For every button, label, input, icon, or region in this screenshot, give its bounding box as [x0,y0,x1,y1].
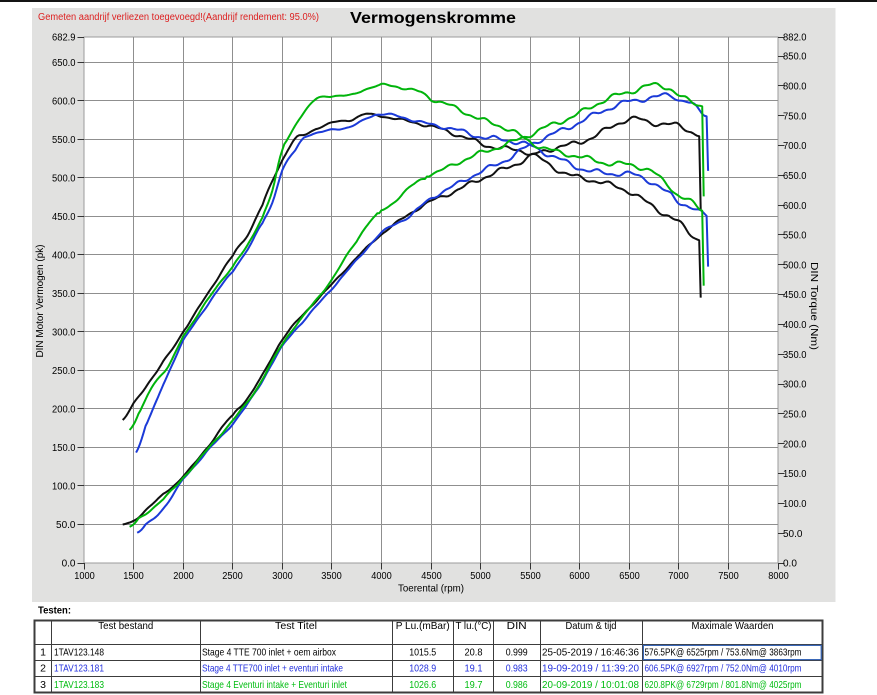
svg-text:2: 2 [40,663,46,675]
svg-text:682.9: 682.9 [52,33,76,44]
svg-text:5500: 5500 [520,571,541,582]
svg-text:Test bestand: Test bestand [98,620,153,632]
svg-text:6500: 6500 [619,571,640,582]
svg-text:150.0: 150.0 [52,443,76,454]
svg-text:Toerental (rpm): Toerental (rpm) [398,583,464,595]
svg-text:400.0: 400.0 [783,320,807,331]
svg-text:100.0: 100.0 [52,482,76,493]
svg-text:1015.5: 1015.5 [409,646,436,658]
svg-text:0.986: 0.986 [506,679,528,691]
svg-text:450.0: 450.0 [783,290,807,301]
svg-text:0.999: 0.999 [506,646,528,658]
svg-text:3000: 3000 [272,571,293,582]
svg-text:1TAV123.148: 1TAV123.148 [54,646,104,658]
svg-text:DIN Motor Vermogen (pk): DIN Motor Vermogen (pk) [34,245,46,358]
svg-text:1TAV123.181: 1TAV123.181 [54,663,104,675]
svg-text:0.0: 0.0 [783,559,797,570]
svg-text:100.0: 100.0 [783,499,807,510]
svg-text:620.8PK@ 6729rpm / 801.8Nm@ 40: 620.8PK@ 6729rpm / 801.8Nm@ 4025rpm [645,679,802,691]
svg-text:200.0: 200.0 [52,405,76,416]
svg-text:5000: 5000 [470,571,491,582]
svg-text:0.983: 0.983 [506,663,528,675]
svg-text:Testen:: Testen: [38,606,71,617]
svg-text:19.1: 19.1 [465,663,483,675]
svg-text:19-09-2019 / 11:39:20: 19-09-2019 / 11:39:20 [542,663,639,675]
svg-text:Stage 4 Eventuri intake + Even: Stage 4 Eventuri intake + Eventuri inlet [202,679,347,691]
svg-text:50.0: 50.0 [56,520,76,531]
svg-text:1: 1 [40,646,46,658]
svg-text:500.0: 500.0 [783,260,807,271]
svg-text:650.0: 650.0 [783,171,807,182]
svg-text:300.0: 300.0 [783,380,807,391]
svg-text:200.0: 200.0 [783,439,807,450]
svg-text:2000: 2000 [173,571,194,582]
svg-text:25-05-2019 / 16:46:36: 25-05-2019 / 16:46:36 [542,646,639,658]
svg-text:650.0: 650.0 [52,58,76,69]
svg-text:600.0: 600.0 [783,201,807,212]
svg-text:Datum & tijd: Datum & tijd [566,620,617,632]
svg-text:882.0: 882.0 [783,33,807,44]
svg-text:350.0: 350.0 [52,289,76,300]
svg-text:4000: 4000 [371,571,392,582]
svg-text:576.5PK@ 6525rpm / 753.6Nm@ 38: 576.5PK@ 6525rpm / 753.6Nm@ 3863rpm [645,646,802,658]
svg-text:700.0: 700.0 [783,141,807,152]
svg-text:550.0: 550.0 [783,231,807,242]
svg-text:1026.6: 1026.6 [409,679,436,691]
svg-text:19.7: 19.7 [465,679,483,691]
svg-text:2500: 2500 [222,571,243,582]
svg-text:6000: 6000 [569,571,590,582]
svg-text:0.0: 0.0 [62,559,76,570]
svg-text:7500: 7500 [718,571,739,582]
svg-text:4500: 4500 [421,571,442,582]
svg-text:Test Titel: Test Titel [275,620,317,632]
svg-text:DIN: DIN [507,620,527,632]
svg-text:P Lu.(mBar): P Lu.(mBar) [396,620,450,632]
svg-text:350.0: 350.0 [783,350,807,361]
svg-text:8000: 8000 [768,571,789,582]
svg-text:450.0: 450.0 [52,212,76,223]
svg-text:300.0: 300.0 [52,328,76,339]
svg-text:1500: 1500 [123,571,144,582]
svg-text:Vermogenskromme: Vermogenskromme [350,10,516,27]
svg-text:1000: 1000 [74,571,95,582]
svg-text:7000: 7000 [668,571,689,582]
svg-text:T lu.(°C): T lu.(°C) [456,620,492,632]
svg-text:250.0: 250.0 [783,410,807,421]
svg-text:250.0: 250.0 [52,366,76,377]
svg-text:400.0: 400.0 [52,251,76,262]
svg-text:DIN Torque (Nm): DIN Torque (Nm) [808,262,820,350]
svg-text:50.0: 50.0 [783,529,803,540]
svg-text:500.0: 500.0 [52,173,76,184]
svg-text:550.0: 550.0 [52,135,76,146]
svg-text:850.0: 850.0 [783,52,807,63]
svg-text:Stage 4 TTE 700 inlet + oem a: Stage 4 TTE 700 inlet + oem airbox [202,646,337,658]
svg-text:1TAV123.183: 1TAV123.183 [54,679,104,691]
svg-text:606.5PK@ 6927rpm / 752.0Nm@ 40: 606.5PK@ 6927rpm / 752.0Nm@ 4010rpm [645,663,802,675]
svg-text:3500: 3500 [321,571,342,582]
svg-text:20-09-2019 / 10:01:08: 20-09-2019 / 10:01:08 [542,679,639,691]
svg-text:1028.9: 1028.9 [409,663,436,675]
svg-text:150.0: 150.0 [783,469,807,480]
svg-text:Maximale Waarden: Maximale Waarden [692,620,774,632]
svg-text:Stage 4 TTE700 inlet + eventur: Stage 4 TTE700 inlet + eventuri intake [202,663,343,675]
svg-text:3: 3 [40,679,46,691]
svg-text:Gemeten aandrijf verliezen toe: Gemeten aandrijf verliezen toegevoegd!(A… [38,12,319,23]
svg-text:20.8: 20.8 [465,646,483,658]
svg-text:750.0: 750.0 [783,111,807,122]
svg-text:800.0: 800.0 [783,82,807,93]
svg-text:600.0: 600.0 [52,96,76,107]
